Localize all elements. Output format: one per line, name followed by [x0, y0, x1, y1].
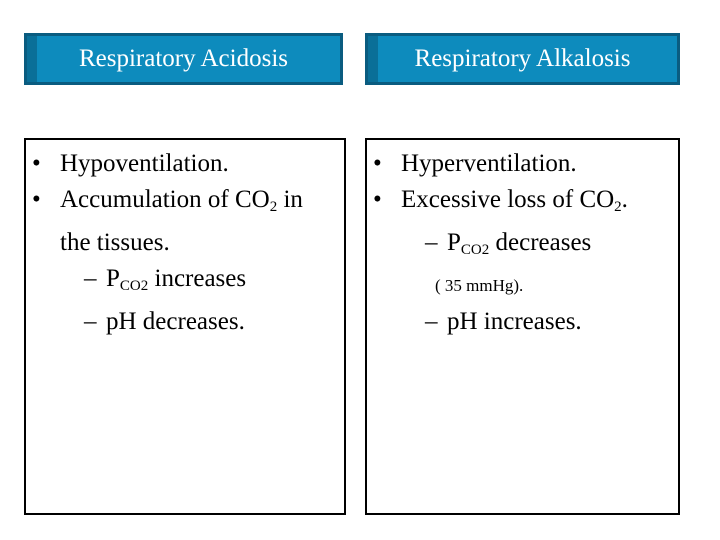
bullet-icon: • [373, 150, 382, 177]
acidosis-bullet-2: • Accumulation of CO2 in [26, 182, 336, 225]
alkalosis-bullet-2-text-a: Excessive loss of CO [401, 186, 615, 213]
acidosis-bullet-2-cont-text: the tissues. [60, 229, 170, 256]
alkalosis-bullet-1-text: Hyperventilation. [401, 150, 577, 177]
acidosis-sub-1-text-b: increases [148, 265, 247, 292]
alkalosis-bullet-1: • Hyperventilation. [367, 146, 670, 182]
acidosis-bullet-2-text-b: in [277, 186, 303, 213]
alkalosis-sub-1-text-b: decreases [489, 229, 592, 256]
alkalosis-note-text: ( 35 mmHg). [435, 276, 524, 295]
dash-icon: – [84, 265, 97, 292]
bullet-icon: • [373, 186, 382, 213]
alkalosis-sub-2-text: pH increases. [447, 308, 582, 335]
alkalosis-bullet-2: • Excessive loss of CO2. [367, 182, 670, 225]
acidosis-sub-2: – pH decreases. [26, 304, 336, 340]
bullet-icon: • [32, 186, 41, 213]
alkalosis-bullet-2-text-b: . [621, 186, 628, 213]
dash-icon: – [84, 308, 97, 335]
acidosis-sub-1-subscript: CO2 [119, 278, 149, 294]
acidosis-bullet-2-text-a: Accumulation of CO [60, 186, 270, 213]
alkalosis-bullet-2-subscript: 2 [614, 199, 622, 215]
acidosis-bullet-1-text: Hypoventilation. [60, 150, 229, 177]
alkalosis-pco2-note: ( 35 mmHg). [367, 268, 670, 304]
alkalosis-sub-1: – PCO2 decreases [367, 225, 670, 268]
alkalosis-sub-1-text-a: P [447, 229, 461, 256]
acidosis-bullet-2-subscript: 2 [269, 199, 278, 215]
alkalosis-content-box: • Hyperventilation. • Excessive loss of … [365, 138, 680, 515]
header-left-title: Respiratory Acidosis [78, 45, 288, 72]
dash-icon: – [425, 229, 438, 256]
acidosis-sub-1-text-a: P [106, 265, 120, 292]
acidosis-sub-1: – PCO2 increases [26, 261, 336, 304]
header-right-title: Respiratory Alkalosis [414, 45, 631, 72]
acidosis-content-box: • Hypoventilation. • Accumulation of CO2… [24, 138, 346, 515]
acidosis-sub-2-text: pH decreases. [106, 308, 245, 335]
header-respiratory-alkalosis: Respiratory Alkalosis [365, 33, 680, 85]
dash-icon: – [425, 308, 438, 335]
alkalosis-sub-1-subscript: CO2 [460, 242, 490, 258]
bullet-icon: • [32, 150, 41, 177]
header-respiratory-acidosis: Respiratory Acidosis [24, 33, 343, 85]
acidosis-bullet-1: • Hypoventilation. [26, 146, 336, 182]
alkalosis-sub-2: – pH increases. [367, 304, 670, 340]
acidosis-bullet-2-continuation: the tissues. [26, 225, 336, 261]
